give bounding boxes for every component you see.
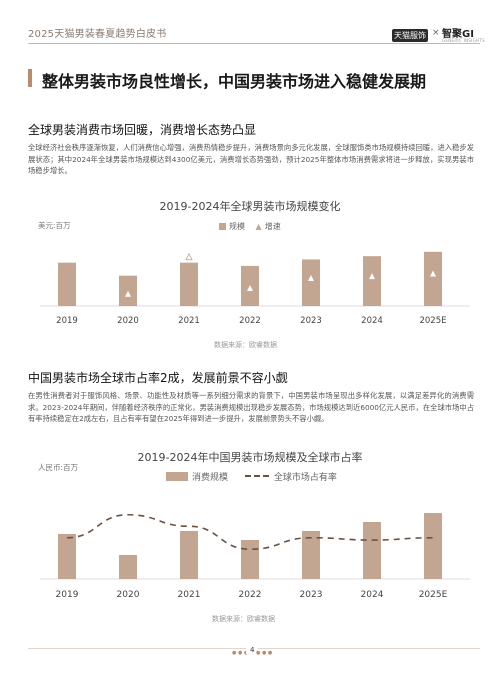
chart2-xtick-label: 2021	[178, 590, 201, 600]
chart2-legend: 消费规模 全球市场占有率	[166, 470, 337, 483]
chart1-growth-marker	[185, 252, 193, 261]
chart2-bar	[424, 513, 442, 579]
chart1-xtick-label: 2019	[56, 316, 78, 326]
section2-title: 中国男装市场全球市占率2成，发展前景不容小觑	[28, 371, 288, 385]
page-number: 4	[246, 646, 259, 654]
chart2-title: 2019-2024年中国男装市场规模及全球市占率	[137, 451, 363, 464]
section2-paragraph: 在男性消费者对于服饰风格、场景、功能性及材质等一系列细分需求的背景下，中国男装市…	[28, 391, 474, 423]
chart1-bar	[424, 251, 442, 306]
chart2-bar	[363, 522, 381, 579]
chart1-bar	[58, 262, 76, 306]
chart2-xtick-label: 2023	[300, 590, 323, 600]
chart2-share-line	[66, 513, 434, 551]
chart2-xtick-label: 2024	[361, 590, 384, 600]
legend-label-scale: 规模	[229, 222, 245, 231]
chart1-legend: 规模 ▲ 增速	[219, 221, 281, 232]
chart1-xtick-label: 2020	[117, 316, 139, 326]
footer-dots-left: ● ● ●	[232, 650, 249, 656]
chart2-unit: 人民币:百万	[38, 463, 79, 472]
chart1-svg: 2019 2020 2021 2022 2023 2024 2025E	[40, 251, 470, 326]
legend-dash-icon	[244, 475, 269, 477]
legend-label-growth: 增速	[264, 222, 281, 231]
chart1-xtick-label: 2023	[300, 316, 322, 326]
tmall-logo: 天猫服饰	[392, 29, 428, 42]
chart2-xtick-label: 2019	[56, 590, 79, 600]
chart1-unit: 美元:百万	[38, 221, 71, 230]
chart1-source: 数据来源：欧睿数据	[214, 341, 277, 349]
chart2-svg: 2019 2020 2021 2022 2023 2024 2025E	[40, 513, 470, 600]
legend-bar-swatch-2	[166, 472, 188, 481]
section1-title: 全球男装消费市场回暖，消费增长态势凸显	[28, 123, 257, 137]
chart1-xtick-label: 2025E	[419, 316, 446, 326]
chart2-xtick-label: 2022	[239, 590, 262, 600]
chart2-bar	[180, 531, 198, 579]
chart2-bar	[241, 540, 259, 579]
chart1-bar	[302, 259, 320, 306]
chart2-xtick-label: 2025E	[419, 590, 448, 600]
header-divider	[28, 43, 480, 44]
chart1-bar	[363, 256, 381, 306]
chart1-growth-marker	[430, 270, 436, 277]
legend-label-share: 全球市场占有率	[273, 473, 337, 483]
chart1-growth-marker	[125, 290, 131, 297]
chart1-growth-marker	[308, 275, 314, 282]
chart1-growth-marker	[369, 273, 375, 280]
chart1-xtick-label: 2022	[239, 316, 261, 326]
chart1-title: 2019-2024年全球男装市场规模变化	[159, 200, 341, 213]
chart1-bar	[180, 262, 198, 306]
main-title: 整体男装市场良性增长，中国男装市场进入稳健发展期	[42, 72, 427, 91]
legend-triangle-icon: ▲	[255, 222, 262, 231]
footer-dots-right: ● ● ●	[256, 650, 273, 656]
chart1-xtick-label: 2021	[178, 316, 200, 326]
chart2-bar	[119, 555, 137, 579]
chart2-bar	[302, 531, 320, 579]
section1-paragraph: 全球经济社会秩序逐渐恢复，人们消费信心增强，消费热情稳步提升，消费场景向多元化发…	[28, 143, 474, 175]
partner-logo-subtitle: GENERIC INSIGHTS	[442, 38, 485, 43]
chart1-xtick-label: 2024	[361, 316, 383, 326]
page-header: 2025天猫男装春夏趋势白皮书 天猫服饰 × 智聚GI GENERIC INSI…	[0, 0, 500, 46]
legend-bar-swatch	[219, 223, 226, 230]
title-accent-bar	[28, 69, 32, 87]
chart2-bar	[58, 534, 76, 579]
header-title: 2025天猫男装春夏趋势白皮书	[28, 29, 167, 40]
logo-separator: ×	[432, 28, 440, 38]
chart2-xtick-label: 2020	[117, 590, 140, 600]
chart1-growth-marker	[247, 284, 253, 291]
chart2-source: 数据来源：欧睿数据	[212, 615, 275, 623]
partner-logo: 智聚GI	[442, 29, 474, 40]
legend-label-consumption: 消费规模	[192, 473, 229, 483]
